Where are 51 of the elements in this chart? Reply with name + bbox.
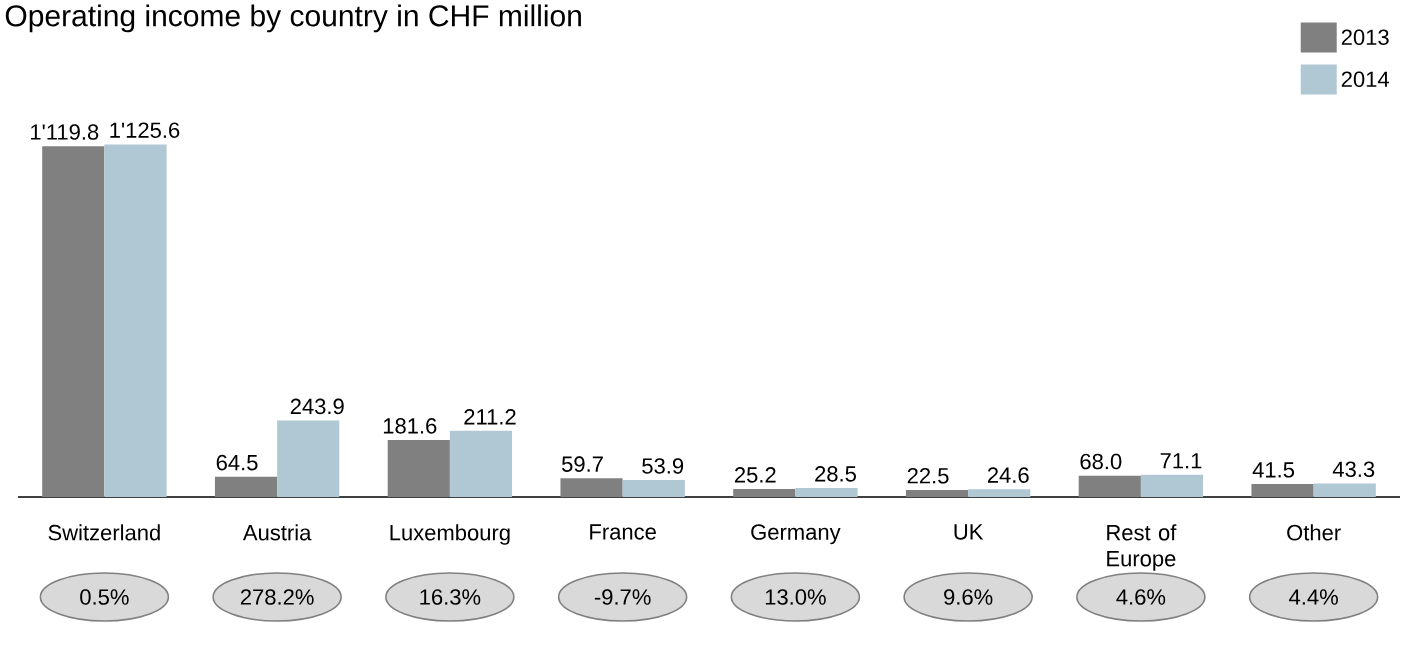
data-label: 59.7 bbox=[562, 456, 603, 472]
data-label: 28.5 bbox=[815, 466, 856, 482]
bar bbox=[905, 489, 969, 497]
bar bbox=[1251, 484, 1314, 497]
text: 13.0% bbox=[765, 589, 826, 605]
data-label: 243.9 bbox=[290, 398, 344, 415]
text: 0.5% bbox=[80, 589, 129, 605]
data-label: 22.5 bbox=[907, 467, 949, 484]
x-tick-label: Other bbox=[1287, 524, 1341, 541]
data-label: 24.6 bbox=[987, 467, 1029, 483]
data-label: 211.2 bbox=[464, 409, 516, 425]
text: 16.3% bbox=[420, 589, 481, 605]
data-label: 1'119.8 bbox=[31, 124, 99, 140]
bar bbox=[1078, 475, 1141, 497]
bar bbox=[968, 489, 1031, 497]
bar bbox=[622, 480, 685, 497]
chart-title: Operating income by country in CHF million bbox=[5, 4, 581, 33]
text: 278.2% bbox=[240, 589, 314, 605]
x-tick-label: Austria bbox=[242, 524, 312, 541]
text: 4.6% bbox=[1116, 589, 1166, 605]
bar bbox=[42, 146, 105, 497]
bar bbox=[1313, 483, 1376, 497]
x-tick-label: Rest of Europe bbox=[1107, 524, 1177, 571]
data-label: 64.5 bbox=[216, 454, 258, 471]
data-label: 53.9 bbox=[642, 458, 684, 474]
x-tick-label: France bbox=[590, 524, 656, 540]
data-label: 43.3 bbox=[1332, 461, 1375, 478]
text: 9.6% bbox=[944, 589, 993, 605]
x-tick-label: Germany bbox=[751, 524, 841, 545]
bar bbox=[449, 430, 513, 497]
bar bbox=[795, 488, 858, 497]
x-tick-label: Switzerland bbox=[48, 524, 160, 541]
text: -9.7% bbox=[594, 589, 651, 605]
bar bbox=[387, 440, 450, 497]
bar bbox=[1140, 474, 1204, 497]
data-label: 71.1 bbox=[1160, 453, 1202, 469]
data-label: 41.5 bbox=[1252, 462, 1295, 478]
bar bbox=[214, 476, 278, 497]
bar bbox=[733, 489, 796, 497]
x-tick-label: Luxembourg bbox=[390, 524, 510, 545]
data-label: 25.2 bbox=[734, 467, 776, 483]
bar bbox=[104, 144, 167, 497]
data-label: 1'125.6 bbox=[110, 122, 180, 138]
legend-label: 2013 bbox=[1341, 29, 1389, 46]
bar bbox=[277, 420, 340, 497]
bar bbox=[560, 478, 623, 497]
data-label: 68.0 bbox=[1080, 453, 1122, 470]
x-tick-label: UK bbox=[954, 524, 984, 540]
data-label: 181.6 bbox=[383, 418, 437, 434]
text: 4.4% bbox=[1289, 589, 1338, 605]
legend-label: 2014 bbox=[1341, 71, 1390, 88]
